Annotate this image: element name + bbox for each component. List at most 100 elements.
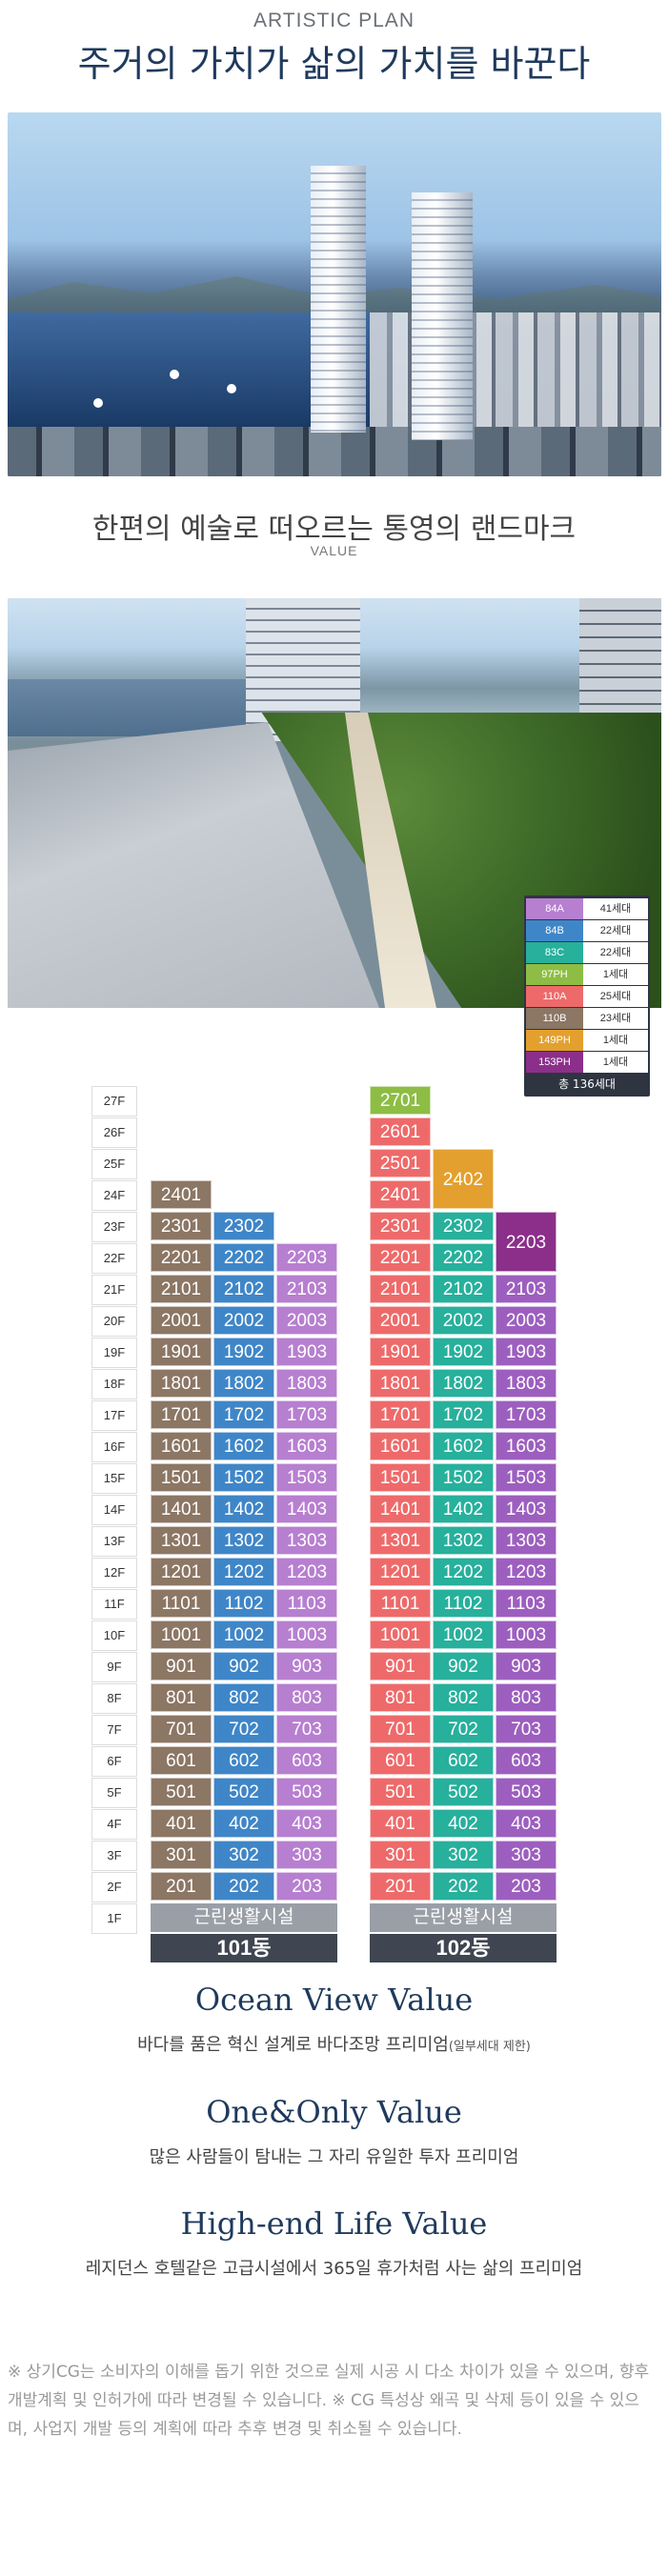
value-desc: 레지던스 호텔같은 고급시설에서 365일 휴가처럼 사는 삶의 프리미엄 bbox=[85, 2259, 583, 2279]
unit-cell: 201 bbox=[151, 1872, 212, 1901]
unit-cell: 2701 bbox=[370, 1086, 431, 1115]
unit-cell: 1302 bbox=[213, 1526, 274, 1555]
legend-count: 1세대 bbox=[583, 964, 648, 985]
unit-cell: 702 bbox=[213, 1715, 274, 1743]
unit-cell: 601 bbox=[151, 1746, 212, 1775]
building-name: 102동 bbox=[370, 1934, 557, 1962]
floor-label: 26F bbox=[91, 1117, 137, 1148]
unit-cell: 401 bbox=[151, 1809, 212, 1838]
legend-row: 84A 41세대 bbox=[526, 898, 648, 919]
legend-count: 25세대 bbox=[583, 986, 648, 1007]
unit-cell: 203 bbox=[276, 1872, 337, 1901]
unit-cell: 301 bbox=[370, 1841, 431, 1869]
unit-cell: 502 bbox=[213, 1778, 274, 1806]
legend-type: 84B bbox=[526, 920, 583, 941]
floor-label: 1F bbox=[91, 1903, 137, 1934]
unit-cell: 1601 bbox=[370, 1432, 431, 1460]
unit-cell: 2002 bbox=[433, 1306, 494, 1335]
unit-cell: 2103 bbox=[496, 1275, 557, 1303]
legend-row: 84B 22세대 bbox=[526, 920, 648, 941]
floor-label: 6F bbox=[91, 1746, 137, 1777]
value-desc: 바다를 품은 혁신 설계로 바다조망 프리미엄(일부세대 제한) bbox=[137, 2035, 531, 2055]
legend-row: 110A 25세대 bbox=[526, 986, 648, 1007]
unit-cell: 903 bbox=[496, 1652, 557, 1680]
tower-rendering-image bbox=[8, 112, 661, 476]
unit-cell: 1902 bbox=[213, 1338, 274, 1366]
unit-cell: 1001 bbox=[151, 1620, 212, 1649]
unit-cell: 802 bbox=[213, 1683, 274, 1712]
unit-cell: 401 bbox=[370, 1809, 431, 1838]
park-rendering-image bbox=[8, 598, 661, 1008]
unit-cell: 1802 bbox=[433, 1369, 494, 1398]
unit-cell: 402 bbox=[213, 1809, 274, 1838]
unit-cell: 601 bbox=[370, 1746, 431, 1775]
unit-cell: 1901 bbox=[151, 1338, 212, 1366]
unit-cell: 1603 bbox=[496, 1432, 557, 1460]
unit-cell: 2601 bbox=[370, 1117, 431, 1146]
unit-cell: 302 bbox=[433, 1841, 494, 1869]
unit-cell: 1602 bbox=[433, 1432, 494, 1460]
unit-cell: 2302 bbox=[433, 1212, 494, 1240]
unit-cell: 1602 bbox=[213, 1432, 274, 1460]
landmark-title: 한편의 예술로 떠오르는 통영의 랜드마크 bbox=[91, 513, 577, 546]
floor-label: 11F bbox=[91, 1589, 137, 1620]
floor-label: 14F bbox=[91, 1495, 137, 1525]
value-title: One&Only Value bbox=[206, 2094, 462, 2130]
value-title: High-end Life Value bbox=[180, 2205, 488, 2242]
unit-cell: 701 bbox=[370, 1715, 431, 1743]
unit-cell: 1903 bbox=[276, 1338, 337, 1366]
unit-cell: 2002 bbox=[213, 1306, 274, 1335]
value-desc: 많은 사람들이 탐내는 그 자리 유일한 투자 프리미엄 bbox=[149, 2147, 519, 2167]
unit-cell: 2103 bbox=[276, 1275, 337, 1303]
legend-count: 1세대 bbox=[583, 1030, 648, 1051]
unit-cell: 202 bbox=[213, 1872, 274, 1901]
unit-cell: 2301 bbox=[151, 1212, 212, 1240]
unit-cell: 203 bbox=[496, 1872, 557, 1901]
unit-cell: 1401 bbox=[370, 1495, 431, 1523]
unit-cell: 302 bbox=[213, 1841, 274, 1869]
unit-cell: 2003 bbox=[276, 1306, 337, 1335]
unit-cell: 1502 bbox=[213, 1463, 274, 1492]
unit-cell: 1101 bbox=[151, 1589, 212, 1618]
floor-label: 18F bbox=[91, 1369, 137, 1399]
unit-cell: 503 bbox=[276, 1778, 337, 1806]
unit-cell: 1903 bbox=[496, 1338, 557, 1366]
unit-cell: 303 bbox=[496, 1841, 557, 1869]
unit-cell: 501 bbox=[370, 1778, 431, 1806]
unit-cell: 1202 bbox=[213, 1558, 274, 1586]
page-title: 주거의 가치가 삶의 가치를 바꾼다 bbox=[77, 43, 591, 85]
unit-cell: 2401 bbox=[370, 1180, 431, 1209]
floor-label: 17F bbox=[91, 1400, 137, 1431]
floor-label: 9F bbox=[91, 1652, 137, 1682]
legend-count: 23세대 bbox=[583, 1008, 648, 1029]
legend-type: 153PH bbox=[526, 1052, 583, 1073]
floor-label: 15F bbox=[91, 1463, 137, 1494]
unit-cell: 1501 bbox=[151, 1463, 212, 1492]
legend-count: 41세대 bbox=[583, 898, 648, 919]
unit-cell: 1303 bbox=[496, 1526, 557, 1555]
unit-cell: 803 bbox=[276, 1683, 337, 1712]
unit-cell: 1801 bbox=[151, 1369, 212, 1398]
floor-label: 16F bbox=[91, 1432, 137, 1462]
legend-total: 총 136세대 bbox=[558, 1077, 616, 1091]
floor-label: 4F bbox=[91, 1809, 137, 1840]
unit-cell: 1801 bbox=[370, 1369, 431, 1398]
floor-label: 22F bbox=[91, 1243, 137, 1274]
legend-row: 153PH 1세대 bbox=[526, 1052, 648, 1073]
unit-cell: 1402 bbox=[213, 1495, 274, 1523]
unit-cell: 1702 bbox=[213, 1400, 274, 1429]
unit-cell: 703 bbox=[276, 1715, 337, 1743]
unit-cell: 303 bbox=[276, 1841, 337, 1869]
unit-cell: 603 bbox=[496, 1746, 557, 1775]
unit-cell: 1301 bbox=[151, 1526, 212, 1555]
unit-cell: 602 bbox=[213, 1746, 274, 1775]
unit-cell: 301 bbox=[151, 1841, 212, 1869]
unit-cell: 1401 bbox=[151, 1495, 212, 1523]
unit-cell: 1203 bbox=[496, 1558, 557, 1586]
disclaimer-text: ※ 상기CG는 소비자의 이해를 돕기 위한 것으로 실제 시공 시 다소 차이… bbox=[8, 2363, 650, 2439]
unit-cell: 1703 bbox=[496, 1400, 557, 1429]
unit-cell: 1001 bbox=[370, 1620, 431, 1649]
unit-cell: 1601 bbox=[151, 1432, 212, 1460]
unit-cell: 1203 bbox=[276, 1558, 337, 1586]
unit-cell: 602 bbox=[433, 1746, 494, 1775]
